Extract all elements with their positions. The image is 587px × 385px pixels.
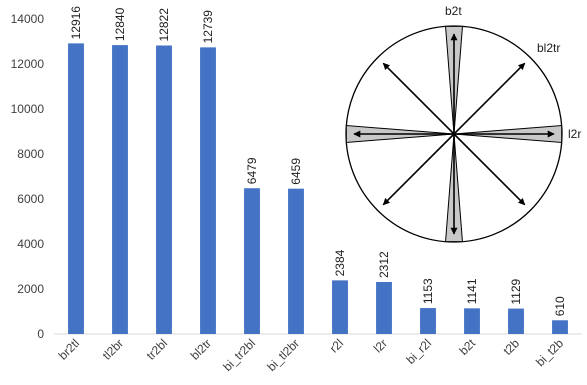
y-tick-label: 0: [37, 327, 44, 341]
data-label: 12840: [113, 7, 127, 41]
data-label: 2384: [333, 249, 347, 276]
y-tick-label: 6000: [17, 192, 44, 206]
x-tick-label: tr2bl: [144, 336, 170, 362]
bar: [332, 280, 348, 334]
data-label: 1153: [421, 278, 435, 304]
bars: 12916 12840 12822 12739 6479 6459 2384 2312 1153…: [68, 6, 568, 335]
direction-arrow: [382, 133, 455, 206]
x-tick-label: t2b: [500, 336, 522, 358]
x-tick-label: br2tl: [56, 336, 82, 362]
bar: [376, 281, 392, 334]
direction-arrow: [382, 62, 455, 135]
data-label: 6459: [289, 158, 303, 185]
bar: [464, 308, 480, 334]
data-label: 12739: [201, 10, 215, 44]
data-label: 12822: [157, 8, 171, 42]
x-tick-label: bi_r2l: [403, 336, 434, 367]
bar: [112, 45, 128, 334]
x-tick-label: bl2tr: [188, 336, 214, 362]
y-tick-label: 14000: [11, 12, 45, 26]
x-axis-labels: br2tl tl2br tr2bl bl2tr bi_tr2bl bi_tl2br r2l l…: [56, 336, 567, 374]
bar: [420, 308, 436, 334]
x-tick-label: tl2br: [100, 336, 126, 362]
direction-arrow: [453, 133, 526, 206]
y-tick-label: 10000: [11, 102, 45, 116]
diagram-label-top: b2t: [445, 4, 462, 18]
data-label: 6479: [245, 157, 259, 184]
direction-arrows: [353, 33, 555, 235]
x-tick-label: l2r: [371, 336, 390, 355]
bar: [200, 47, 216, 335]
y-axis: 0 2000 4000 6000 8000 10000 12000 14000: [11, 12, 45, 341]
data-label: 1129: [509, 278, 523, 304]
x-tick-label: bi_tr2bl: [220, 336, 258, 374]
y-tick-label: 4000: [17, 237, 44, 251]
direction-arrow: [453, 62, 526, 135]
direction-diagram: b2t bl2tr l2r: [345, 4, 581, 243]
y-tick-label: 8000: [17, 147, 44, 161]
diagram-label-diagonal: bl2tr: [537, 41, 560, 55]
x-tick-label: bi_tl2br: [264, 336, 302, 374]
y-tick-label: 2000: [17, 282, 44, 296]
data-label: 1141: [465, 278, 479, 304]
x-tick-label: r2l: [327, 336, 346, 355]
x-tick-label: b2t: [456, 336, 478, 358]
x-tick-label: bi_t2b: [533, 336, 566, 369]
bar: [156, 45, 172, 334]
bar: [68, 43, 84, 334]
y-tick-label: 12000: [11, 57, 45, 71]
diagram-label-right: l2r: [568, 127, 581, 141]
bar: [288, 188, 304, 334]
bar: [552, 320, 568, 334]
bar: [508, 308, 524, 334]
bar: [244, 188, 260, 334]
data-label: 12916: [69, 6, 83, 40]
data-label: 2312: [377, 251, 391, 278]
data-label: 610: [553, 296, 567, 316]
